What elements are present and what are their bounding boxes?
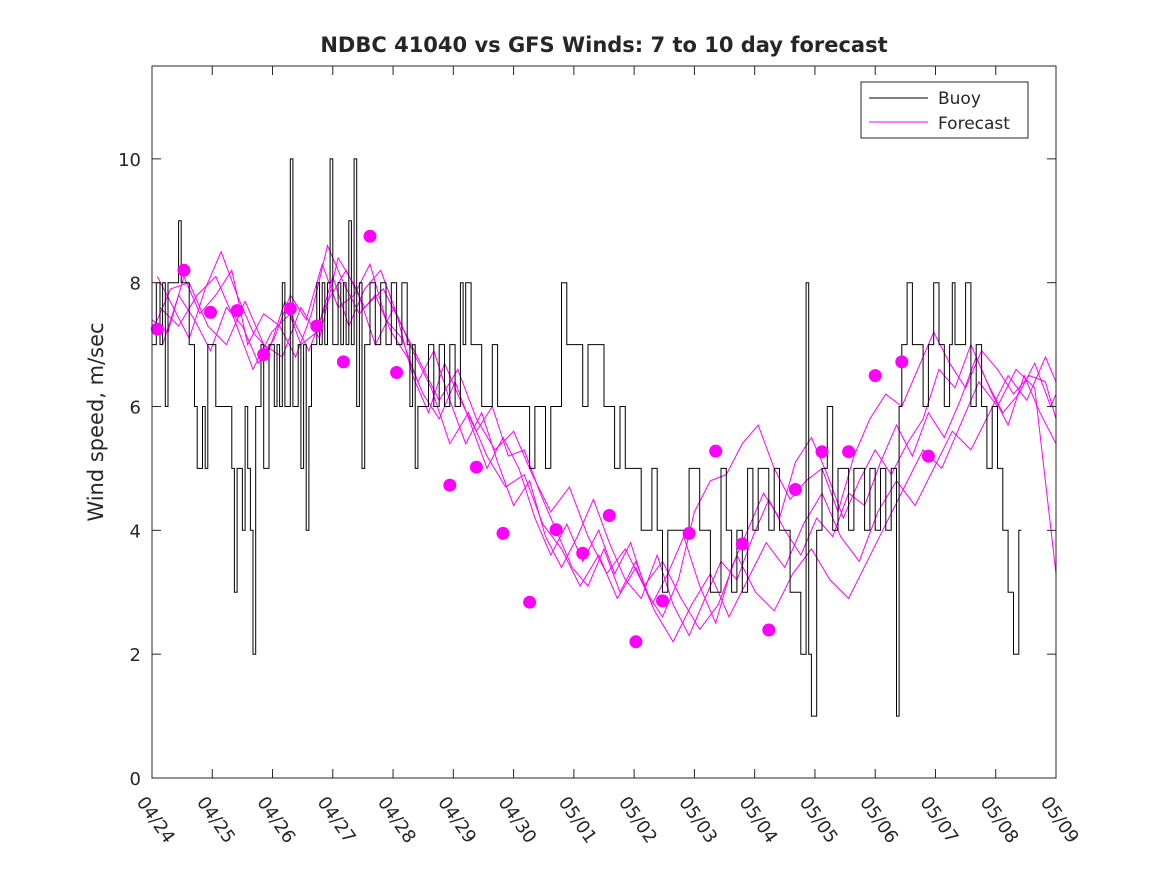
x-tick-label: 04/26 xyxy=(252,793,299,848)
forecast-marker xyxy=(868,369,882,383)
y-tick-label: 4 xyxy=(130,521,141,542)
forecast-marker xyxy=(895,355,909,369)
y-tick-label: 0 xyxy=(130,769,141,790)
plot-area xyxy=(152,66,1056,778)
forecast-marker xyxy=(842,445,856,459)
x-tick-label: 05/05 xyxy=(795,793,842,848)
y-tick-label: 6 xyxy=(130,398,141,419)
forecast-line xyxy=(151,243,1057,619)
forecast-marker xyxy=(443,478,457,492)
forecast-marker xyxy=(230,304,244,318)
x-tick-label: 05/06 xyxy=(855,793,902,848)
legend-box xyxy=(860,81,1029,139)
forecast-marker xyxy=(576,546,590,560)
x-tick-label: 05/02 xyxy=(614,793,661,848)
x-tick-label: 04/28 xyxy=(373,793,420,848)
forecast-marker xyxy=(204,305,217,319)
forecast-marker xyxy=(815,445,829,459)
forecast-marker xyxy=(177,263,191,277)
x-tick-label: 05/09 xyxy=(1036,793,1083,848)
y-tick-label: 10 xyxy=(118,150,141,171)
x-tick-label: 04/25 xyxy=(192,793,239,848)
forecast-marker xyxy=(257,348,271,361)
forecast-marker xyxy=(283,302,297,316)
x-tick-label: 04/24 xyxy=(132,793,179,848)
x-tick-label: 04/27 xyxy=(313,793,360,848)
forecast-marker xyxy=(762,623,776,637)
legend-forecast-label: Forecast xyxy=(938,114,1010,134)
forecast-marker xyxy=(363,229,377,243)
forecast-marker xyxy=(150,322,164,336)
forecast-marker xyxy=(629,635,643,649)
forecast-line xyxy=(159,269,1057,631)
x-tick-label: 04/30 xyxy=(494,793,541,848)
y-axis-label: Wind speed, m/sec xyxy=(84,322,108,521)
legend: Buoy Forecast xyxy=(860,81,1029,139)
y-tick-label: 8 xyxy=(130,274,141,295)
forecast-marker xyxy=(549,523,563,537)
forecast-line xyxy=(151,256,1057,643)
x-tick-label: 05/01 xyxy=(554,793,601,848)
chart-title: NDBC 41040 vs GFS Winds: 7 to 10 day for… xyxy=(320,33,887,57)
y-tick-label: 2 xyxy=(130,645,141,666)
x-tick-label: 04/29 xyxy=(433,793,480,848)
legend-buoy-label: Buoy xyxy=(938,89,981,109)
forecast-line xyxy=(156,250,1057,625)
x-tick-label: 05/08 xyxy=(976,793,1023,848)
x-tick-label: 05/07 xyxy=(915,793,962,848)
x-tick-label: 05/04 xyxy=(735,793,782,848)
forecast-marker xyxy=(656,594,669,608)
forecast-marker xyxy=(735,537,749,551)
forecast-marker xyxy=(523,595,537,609)
plot-box xyxy=(151,65,1057,779)
forecast-marker xyxy=(682,526,696,540)
forecast-line xyxy=(162,262,1057,637)
forecast-marker xyxy=(788,483,802,496)
forecast-marker xyxy=(390,366,404,379)
forecast-marker xyxy=(336,355,350,369)
forecast-marker xyxy=(496,526,510,540)
forecast-marker xyxy=(921,449,935,463)
forecast-marker xyxy=(709,444,723,458)
series-layer xyxy=(150,158,1057,717)
buoy-line xyxy=(152,158,1022,717)
forecast-marker xyxy=(469,460,483,474)
y-axis-ticks: 0 2 4 6 8 10 xyxy=(118,150,1056,790)
x-tick-label: 05/03 xyxy=(674,793,721,848)
forecast-marker xyxy=(602,509,616,522)
forecast-marker xyxy=(310,319,324,333)
